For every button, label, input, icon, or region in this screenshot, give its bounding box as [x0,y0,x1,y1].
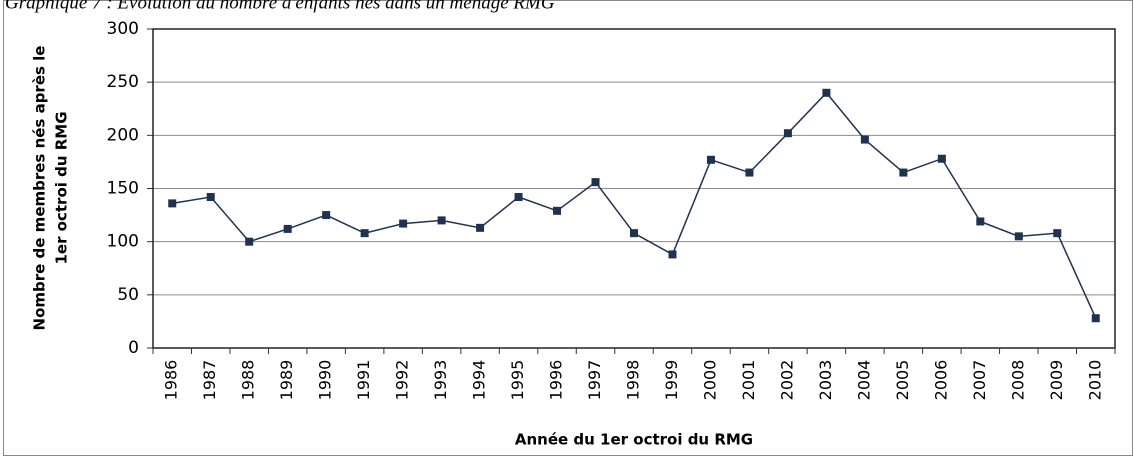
data-point [706,155,715,164]
data-point [322,211,331,220]
y-tick-label: 300 [107,19,139,39]
x-tick-label: 1997 [585,360,604,401]
data-point [283,224,292,233]
x-tick-label: 2009 [1047,360,1066,401]
data-point [206,193,215,202]
data-point [360,229,369,238]
x-tick-label: 1988 [239,360,258,401]
data-point [399,219,408,228]
data-point [745,168,754,177]
y-axis-label: 1er octroi du RMG [53,111,71,264]
x-tick-label: 1996 [547,360,566,401]
y-tick-label: 200 [107,125,139,145]
y-axis-label: Nombre de membres nés après le [31,46,49,331]
y-tick-label: 50 [117,285,139,305]
data-point [553,206,562,215]
x-tick-label: 1994 [470,360,489,401]
x-tick-label: 2007 [970,360,989,401]
x-tick-label: 2000 [700,360,719,401]
y-tick-label: 250 [107,72,139,92]
data-point [976,217,985,226]
x-tick-label: 1991 [354,360,373,401]
data-point [899,168,908,177]
data-point [514,193,523,202]
x-tick-label: 1999 [662,360,681,401]
data-point [822,88,831,97]
x-tick-label: 1998 [624,360,643,401]
data-point [437,216,446,225]
data-point [245,237,254,246]
x-tick-label: 2004 [854,360,873,401]
x-tick-label: 1995 [508,360,527,401]
y-tick-label: 100 [107,232,139,252]
x-tick-label: 1989 [277,360,296,401]
x-tick-label: 1993 [431,360,450,401]
data-point [783,129,792,138]
data-point [476,223,485,232]
x-tick-label: 2008 [1008,360,1027,401]
data-point [1014,232,1023,241]
data-point [630,229,638,238]
x-tick-label: 1986 [162,360,181,401]
chart-frame [3,0,1133,456]
data-point [591,178,600,187]
data-point [668,250,677,259]
x-tick-label: 1990 [316,360,335,401]
y-tick-label: 0 [128,338,139,358]
plot-frame [152,28,1116,349]
x-tick-label: 2005 [893,360,912,401]
x-tick-label: 2006 [931,360,950,401]
x-tick-label: 2001 [739,360,758,401]
data-point [937,154,946,163]
x-tick-label: 2002 [777,360,796,401]
data-point [1053,229,1062,238]
data-point [1091,314,1100,323]
x-tick-label: 2010 [1085,360,1104,401]
x-tick-label: 1992 [393,360,412,401]
x-tick-label: 1987 [200,360,219,401]
data-point [860,135,869,144]
x-axis-label: Année du 1er octroi du RMG [515,431,753,449]
y-tick-label: 150 [107,179,139,199]
x-tick-label: 2003 [816,360,835,401]
chart-title: Graphique 7 : Évolution du nombre d'enfa… [5,0,555,13]
data-point [168,199,177,208]
